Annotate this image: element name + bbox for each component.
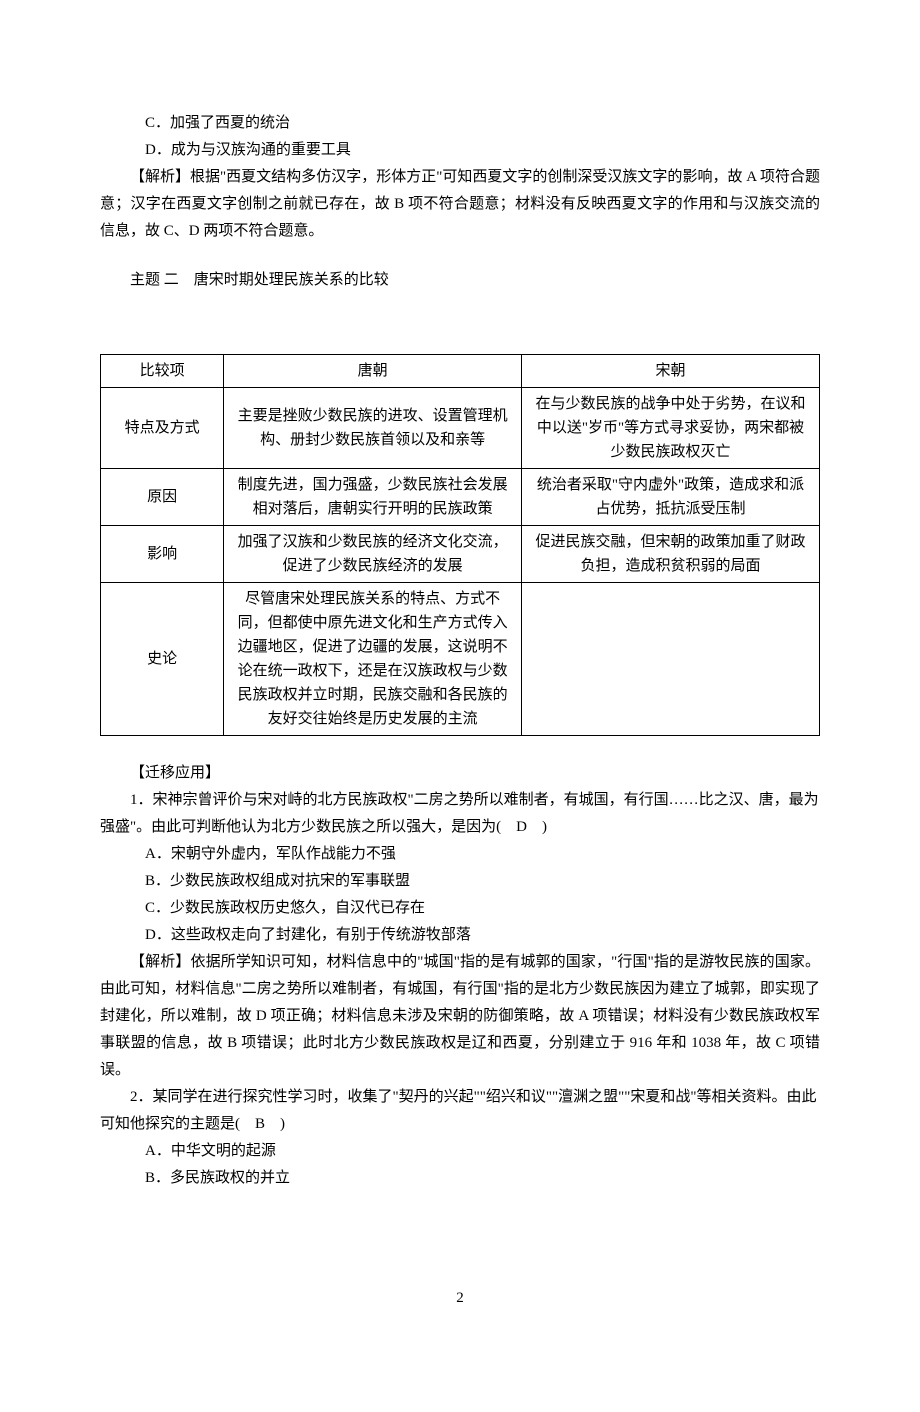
th-compare: 比较项 <box>101 355 224 388</box>
prev-option-c: C．加强了西夏的统治 <box>100 110 820 137</box>
row-label: 影响 <box>101 526 224 583</box>
transfer-heading: 【迁移应用】 <box>100 760 820 787</box>
table-row: 影响 加强了汉族和少数民族的经济文化交流，促进了少数民族经济的发展 促进民族交融… <box>101 526 820 583</box>
cell-song: 促进民族交融，但宋朝的政策加重了财政负担，造成积贫积弱的局面 <box>522 526 820 583</box>
row-label: 特点及方式 <box>101 388 224 469</box>
table-header-row: 比较项 唐朝 宋朝 <box>101 355 820 388</box>
table-row: 特点及方式 主要是挫败少数民族的进攻、设置管理机构、册封少数民族首领以及和亲等 … <box>101 388 820 469</box>
table-row: 原因 制度先进，国力强盛，少数民族社会发展相对落后，唐朝实行开明的民族政策 统治… <box>101 469 820 526</box>
th-song: 宋朝 <box>522 355 820 388</box>
cell-tang: 加强了汉族和少数民族的经济文化交流，促进了少数民族经济的发展 <box>224 526 522 583</box>
q1-option-c: C．少数民族政权历史悠久，自汉代已存在 <box>100 895 820 922</box>
th-tang: 唐朝 <box>224 355 522 388</box>
q1-option-d: D．这些政权走向了封建化，有别于传统游牧部落 <box>100 922 820 949</box>
page-number: 2 <box>100 1285 820 1312</box>
q1-explain: 【解析】依据所学知识可知，材料信息中的"城国"指的是有城郭的国家，"行国"指的是… <box>100 949 820 1084</box>
q1-stem: 1．宋神宗曾评价与宋对峙的北方民族政权"二房之势所以难制者，有城国，有行国……比… <box>100 787 820 841</box>
cell-tang: 主要是挫败少数民族的进攻、设置管理机构、册封少数民族首领以及和亲等 <box>224 388 522 469</box>
q1-option-a: A．宋朝守外虚内，军队作战能力不强 <box>100 841 820 868</box>
prev-explain: 【解析】根据"西夏文结构多仿汉字，形体方正"可知西夏文字的创制深受汉族文字的影响… <box>100 164 820 245</box>
q2-option-b: B．多民族政权的并立 <box>100 1165 820 1192</box>
cell-tang: 尽管唐宋处理民族关系的特点、方式不同，但都使中原先进文化和生产方式传入边疆地区，… <box>224 583 522 736</box>
comparison-table: 比较项 唐朝 宋朝 特点及方式 主要是挫败少数民族的进攻、设置管理机构、册封少数… <box>100 354 820 736</box>
cell-song <box>522 583 820 736</box>
prev-option-d: D．成为与汉族沟通的重要工具 <box>100 137 820 164</box>
row-label: 原因 <box>101 469 224 526</box>
topic-heading: 主题 二 唐宋时期处理民族关系的比较 <box>100 267 820 294</box>
q2-option-a: A．中华文明的起源 <box>100 1138 820 1165</box>
cell-song: 统治者采取"守内虚外"政策，造成求和派占优势，抵抗派受压制 <box>522 469 820 526</box>
cell-song: 在与少数民族的战争中处于劣势，在议和中以送"岁币"等方式寻求妥协，两宋都被少数民… <box>522 388 820 469</box>
q2-stem: 2．某同学在进行探究性学习时，收集了"契丹的兴起""绍兴和议""澶渊之盟""宋夏… <box>100 1084 820 1138</box>
table-row: 史论 尽管唐宋处理民族关系的特点、方式不同，但都使中原先进文化和生产方式传入边疆… <box>101 583 820 736</box>
q1-option-b: B．少数民族政权组成对抗宋的军事联盟 <box>100 868 820 895</box>
cell-tang: 制度先进，国力强盛，少数民族社会发展相对落后，唐朝实行开明的民族政策 <box>224 469 522 526</box>
row-label: 史论 <box>101 583 224 736</box>
